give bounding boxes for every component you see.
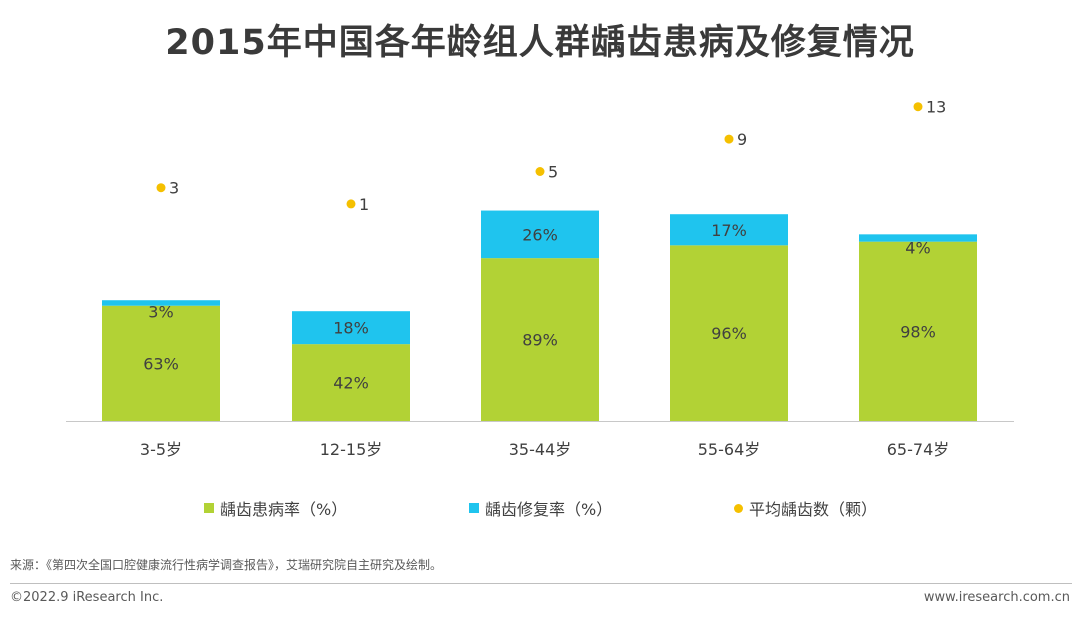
legend-swatch-caries-rate — [204, 503, 214, 513]
point-avg-caries-3 — [724, 134, 734, 144]
bar-repair-rate-1 — [292, 311, 410, 345]
copyright: ©2022.9 iResearch Inc. — [10, 590, 164, 605]
point-avg-caries-1 — [346, 199, 356, 209]
x-tick-label-3: 55-64岁 — [698, 440, 761, 459]
legend-item-avg-caries: 平均龋齿数（颗） — [734, 496, 877, 520]
chart-title: 2015年中国各年龄组人群龋齿患病及修复情况 — [165, 23, 915, 63]
bar-caries-rate-4 — [859, 241, 977, 421]
data-label-caries-rate-2: 89% — [522, 331, 558, 350]
bar-repair-rate-0 — [102, 300, 220, 306]
data-label-repair-rate-4: 4% — [905, 239, 930, 258]
data-label-avg-caries-0: 3 — [169, 179, 179, 198]
bar-repair-rate-3 — [670, 214, 788, 246]
legend-label-avg-caries: 平均龋齿数（颗） — [749, 500, 878, 519]
legend-label-caries-rate: 龋齿患病率（%） — [220, 500, 348, 519]
point-avg-caries-2 — [535, 167, 545, 176]
x-tick-label-0: 3-5岁 — [140, 440, 182, 459]
legend-dot-avg-caries — [734, 503, 743, 513]
legend-item-caries-rate: 龋齿患病率（%） — [204, 496, 347, 520]
source-note: 来源：《第四次全国口腔健康流行性病学调查报告》，艾瑞研究院自主研究及绘制。 — [10, 558, 443, 572]
x-tick-label-2: 35-44岁 — [509, 440, 572, 459]
x-tick-label-4: 65-74岁 — [887, 440, 950, 459]
point-avg-caries-4 — [913, 102, 923, 112]
data-label-avg-caries-3: 9 — [737, 130, 747, 149]
data-label-repair-rate-1: 18% — [333, 319, 369, 338]
bar-repair-rate-2 — [481, 210, 599, 259]
legend-swatch-repair-rate — [469, 503, 479, 513]
footer-divider — [10, 583, 1072, 584]
bar-caries-rate-3 — [670, 245, 788, 421]
bar-caries-rate-0 — [102, 305, 220, 421]
data-label-caries-rate-1: 42% — [333, 374, 369, 393]
legend-label-repair-rate: 龋齿修复率（%） — [485, 500, 613, 519]
data-label-avg-caries-2: 5 — [548, 163, 558, 182]
data-label-avg-caries-1: 1 — [359, 195, 369, 214]
data-label-caries-rate-3: 96% — [711, 324, 747, 343]
data-label-repair-rate-2: 26% — [522, 225, 558, 244]
bar-caries-rate-1 — [292, 344, 410, 421]
website-link[interactable]: www.iresearch.com.cn — [923, 590, 1070, 605]
data-label-caries-rate-4: 98% — [900, 322, 936, 341]
bar-caries-rate-2 — [481, 258, 599, 421]
legend-item-repair-rate: 龋齿修复率（%） — [469, 496, 612, 520]
data-label-repair-rate-0: 3% — [148, 303, 173, 322]
data-label-caries-rate-0: 63% — [143, 354, 179, 373]
stacked-bar-chart: 63% 3% 3 3-5岁 42% 18% 1 12-15岁 89% 26% 5 35-44岁 96% 1… — [66, 98, 1014, 459]
x-tick-label-1: 12-15岁 — [320, 440, 383, 459]
point-avg-caries-0 — [156, 183, 166, 193]
bar-repair-rate-4 — [859, 234, 977, 242]
data-label-avg-caries-4: 13 — [926, 98, 946, 117]
data-label-repair-rate-3: 17% — [711, 221, 747, 240]
chart-legend: 龋齿患病率（%） 龋齿修复率（%） 平均龋齿数（颗） — [0, 496, 1080, 520]
